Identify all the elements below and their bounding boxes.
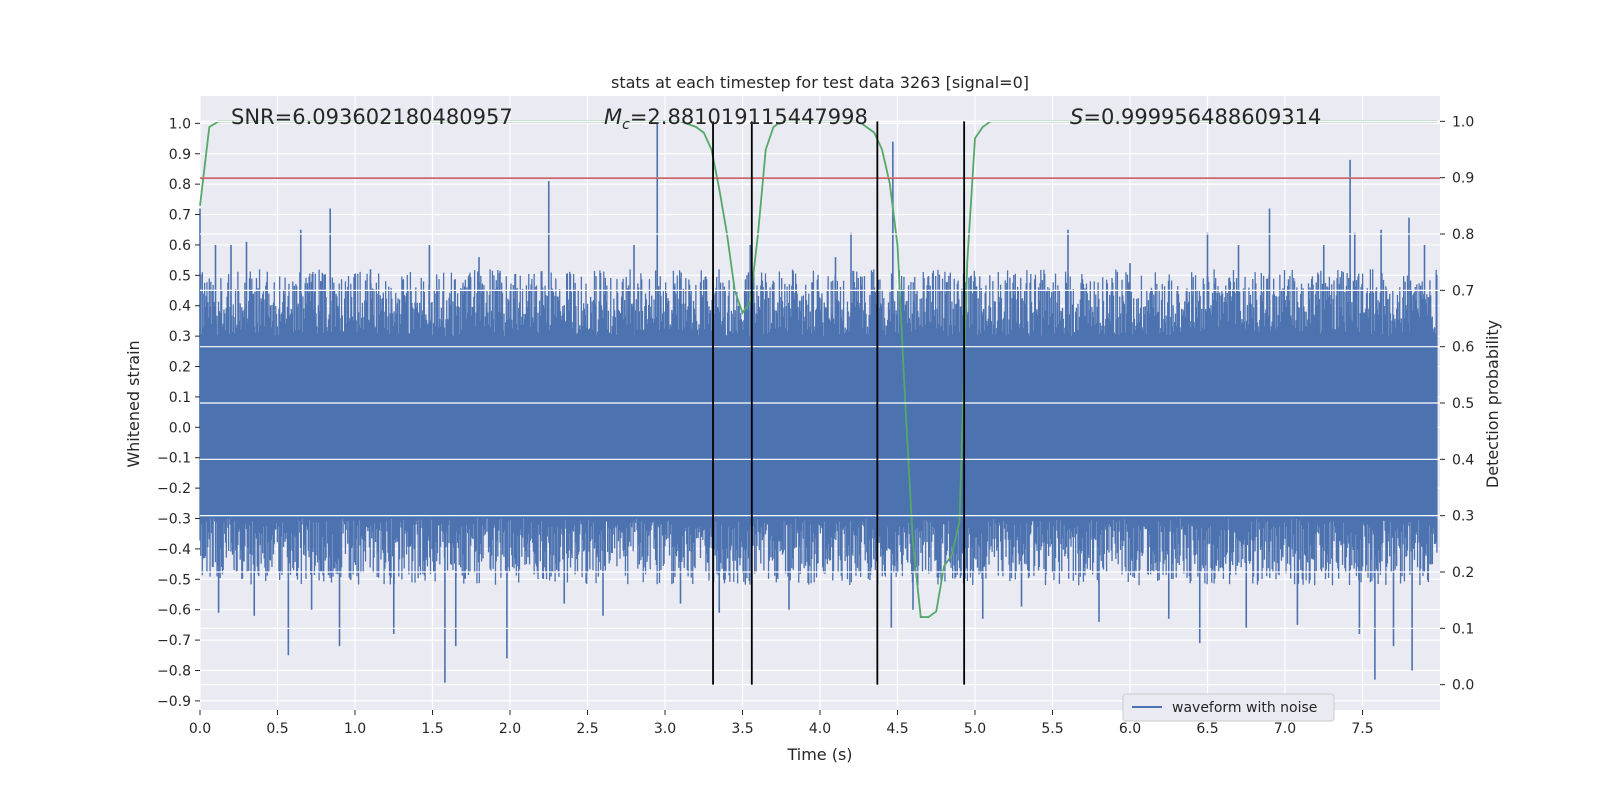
probability-series	[199, 120, 1437, 618]
legend-label: waveform with noise	[1172, 700, 1317, 716]
x-tick-label: 1.0	[344, 721, 366, 737]
y-tick-label: 0.4	[169, 299, 191, 315]
y-tick-label: 1.0	[169, 116, 191, 132]
y2-tick-label: 0.8	[1452, 227, 1474, 243]
s-value: =0.999956488609314	[1083, 105, 1321, 129]
y2-tick-label: 0.3	[1452, 509, 1474, 525]
y2-tick-label: 0.6	[1452, 340, 1474, 356]
chart-title: stats at each timestep for test data 326…	[611, 73, 1029, 92]
y-tick-label: 0.2	[169, 360, 191, 376]
y-tick-label: −0.2	[157, 481, 191, 497]
probability-line	[199, 120, 1437, 618]
y-tick-label: 0.8	[169, 177, 191, 193]
y2-tick-label: 0.0	[1452, 678, 1474, 694]
y-tick-label: 0.5	[169, 268, 191, 284]
x-tick-label: 7.5	[1351, 721, 1373, 737]
y-tick-label: −0.5	[157, 572, 191, 588]
chirp-mass-symbol: M	[604, 105, 622, 129]
x-tick-label: 3.0	[654, 721, 676, 737]
waveform-series	[199, 123, 1438, 683]
y2-ticks: 1.0 0.9 0.8 0.7 0.6 0.5 0.4 0.3 0.2 0.1 0.0	[1440, 114, 1474, 694]
snr-annotation: SNR=6.093602180480957	[231, 105, 513, 129]
vertical-markers	[712, 121, 966, 685]
x-tick-label: 6.0	[1119, 721, 1141, 737]
x-tick-label: 2.0	[499, 721, 521, 737]
y2-tick-label: 0.2	[1452, 565, 1474, 581]
s-symbol: S	[1070, 105, 1083, 129]
y-tick-label: −0.6	[157, 603, 191, 619]
x-tick-label: 5.5	[1041, 721, 1063, 737]
y-tick-label: 0.6	[169, 238, 191, 254]
y-tick-label: 0.7	[169, 208, 191, 224]
x-tick-label: 3.5	[731, 721, 753, 737]
y2-tick-label: 0.9	[1452, 171, 1474, 187]
y-tick-label: 0.0	[169, 420, 191, 436]
y-tick-label: 0.1	[169, 390, 191, 406]
waveform-core	[200, 336, 1437, 519]
chirp-mass-subscript: c	[622, 117, 630, 133]
y2-axis-label: Detection probability	[1483, 320, 1502, 488]
legend: waveform with noise	[1122, 693, 1335, 722]
y2-tick-label: 0.1	[1452, 621, 1474, 637]
y-tick-label: −0.1	[157, 451, 191, 467]
y-tick-label: −0.4	[157, 542, 191, 558]
x-tick-label: 6.5	[1196, 721, 1218, 737]
y-tick-label: −0.7	[157, 633, 191, 649]
chirp-mass-value: =2.881019115447998	[630, 105, 868, 129]
y-tick-label: 0.9	[169, 147, 191, 163]
y-axis-label: Whitened strain	[124, 340, 143, 467]
y-tick-label: −0.3	[157, 512, 191, 528]
x-tick-label: 0.0	[189, 721, 211, 737]
y-ticks: 1.0 0.9 0.8 0.7 0.6 0.5 0.4 0.3 0.2 0.1 0.0 −0.1 −0.…	[157, 116, 200, 710]
x-ticks: 0.0 0.5 1.0 1.5 2.0 2.5 3.0 3.5 4.0 4.5 5.0 5.5 6.0 6…	[189, 710, 1374, 737]
y2-tick-label: 0.5	[1452, 396, 1474, 412]
x-tick-label: 0.5	[266, 721, 288, 737]
x-tick-label: 7.0	[1274, 721, 1296, 737]
x-axis-label: Time (s)	[786, 745, 852, 764]
x-tick-label: 2.5	[576, 721, 598, 737]
y2-tick-label: 1.0	[1452, 114, 1474, 130]
y2-tick-label: 0.4	[1452, 452, 1474, 468]
y2-tick-label: 0.7	[1452, 283, 1474, 299]
y-tick-label: 0.3	[169, 329, 191, 345]
x-tick-label: 4.0	[809, 721, 831, 737]
x-tick-label: 4.5	[886, 721, 908, 737]
s-annotation: S=0.999956488609314	[1070, 105, 1321, 129]
x-tick-label: 5.0	[964, 721, 986, 737]
chirp-mass-annotation: Mc=2.881019115447998	[604, 105, 868, 133]
y-tick-label: −0.9	[157, 694, 191, 710]
y-tick-label: −0.8	[157, 663, 191, 679]
legend-box	[1122, 693, 1335, 722]
x-tick-label: 1.5	[421, 721, 443, 737]
